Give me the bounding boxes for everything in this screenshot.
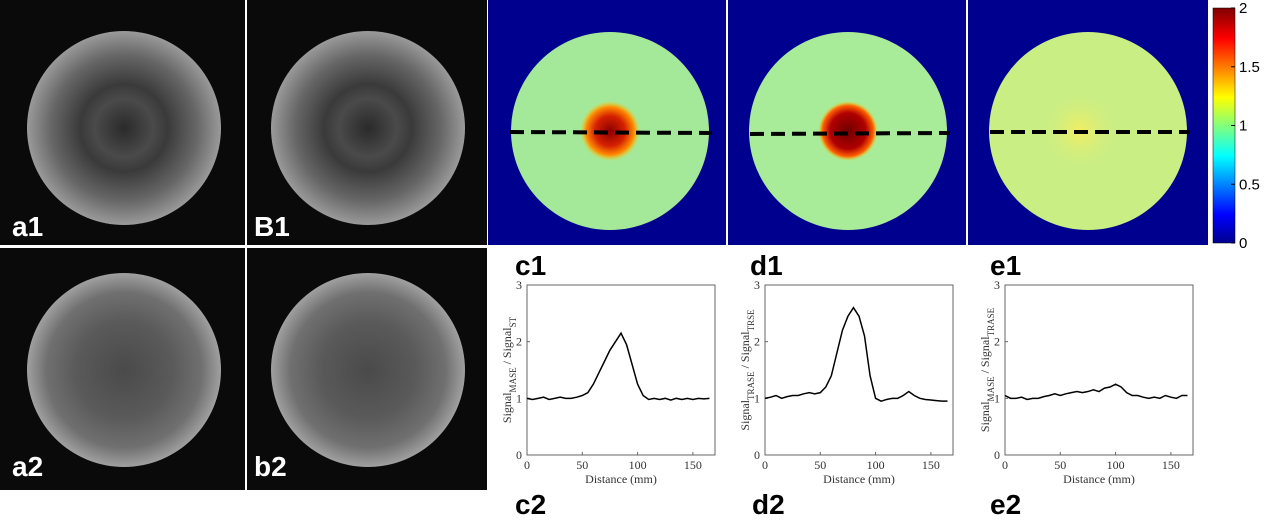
x-tick-label: 150	[1162, 458, 1180, 472]
panel-label: B1	[254, 211, 290, 242]
y-label-text: Signal	[978, 401, 992, 432]
y-label-subscript: ST	[508, 316, 518, 327]
x-tick-label: 0	[762, 458, 768, 472]
panel-label: d1	[750, 250, 783, 281]
panel-label: e2	[990, 489, 1021, 520]
y-label-subscript: MASE	[508, 367, 518, 393]
y-tick-label: 2	[994, 335, 1000, 349]
x-tick-label: 50	[814, 458, 826, 472]
y-label-text: / Signal	[738, 331, 752, 372]
x-axis-label: Distance (mm)	[1063, 472, 1135, 486]
x-tick-label: 150	[922, 458, 940, 472]
panel-label: c1	[515, 250, 546, 281]
colorbar-tick-label: 1	[1239, 118, 1247, 135]
panel-label: a1	[12, 211, 43, 242]
y-tick-label: 1	[754, 391, 760, 405]
x-axis-label: Distance (mm)	[585, 472, 657, 486]
panel-label: e1	[990, 250, 1021, 281]
colorbar-tick-label: 2	[1239, 0, 1247, 17]
y-tick-label: 2	[516, 335, 522, 349]
heatmaps	[488, 0, 1208, 245]
y-tick-label: 1	[994, 391, 1000, 405]
y-label-subscript: TRASE	[986, 307, 996, 336]
y-axis-label: SignalTRASE / SignalTRSE	[738, 309, 756, 431]
y-tick-label: 2	[754, 335, 760, 349]
y-label-subscript: MASE	[986, 376, 996, 402]
colorbar-tick-label: 1.5	[1239, 59, 1260, 76]
x-tick-label: 0	[1002, 458, 1008, 472]
x-tick-label: 50	[1054, 458, 1066, 472]
plot-area	[526, 284, 716, 456]
data-line	[1004, 383, 1188, 401]
y-label-subscript: TRASE	[746, 371, 756, 400]
colorbar-tick-label: 0.5	[1239, 176, 1260, 193]
panel-label: a2	[12, 451, 43, 482]
x-tick-label: 50	[576, 458, 588, 472]
x-tick-label: 150	[684, 458, 702, 472]
data-line	[526, 331, 710, 401]
panel-label: c2	[515, 489, 546, 520]
plot-area	[764, 284, 954, 456]
x-axis-label: Distance (mm)	[823, 472, 895, 486]
y-tick-label: 0	[994, 448, 1000, 462]
plot-area	[1004, 284, 1194, 456]
y-label-text: Signal	[500, 392, 514, 423]
colorbar-tick-label: 0	[1239, 235, 1247, 252]
mri-images	[0, 0, 487, 490]
y-tick-label: 0	[516, 448, 522, 462]
y-axis-label: SignalMASE / SignalST	[500, 316, 518, 423]
y-tick-label: 0	[754, 448, 760, 462]
y-label-text: / Signal	[500, 327, 514, 368]
y-axis-label: SignalMASE / SignalTRASE	[978, 307, 996, 432]
x-tick-label: 100	[867, 458, 885, 472]
y-tick-label: 3	[516, 278, 522, 292]
y-tick-label: 3	[994, 278, 1000, 292]
x-tick-label: 100	[629, 458, 647, 472]
x-tick-label: 100	[1107, 458, 1125, 472]
panel-label: b2	[254, 451, 287, 482]
y-label-subscript: TRSE	[746, 309, 756, 332]
y-label-text: / Signal	[978, 336, 992, 377]
y-label-text: Signal	[738, 399, 752, 430]
data-line	[764, 306, 948, 402]
panel-label: d2	[752, 489, 785, 520]
y-tick-label: 3	[754, 278, 760, 292]
y-tick-label: 1	[516, 391, 522, 405]
x-tick-label: 0	[524, 458, 530, 472]
